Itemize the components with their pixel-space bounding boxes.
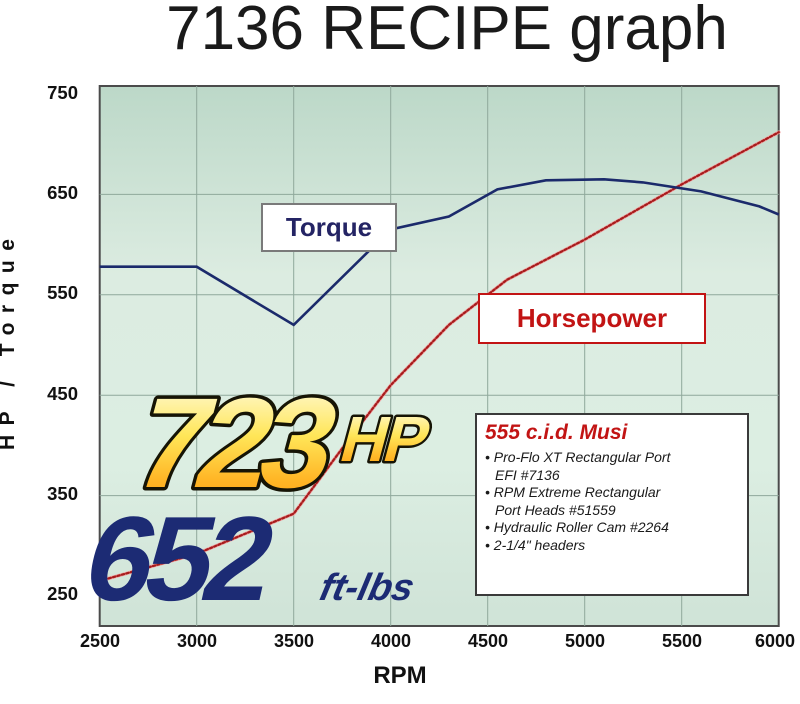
- svg-text:ft-lbs: ft-lbs: [316, 566, 418, 608]
- svg-text:652: 652: [74, 491, 283, 625]
